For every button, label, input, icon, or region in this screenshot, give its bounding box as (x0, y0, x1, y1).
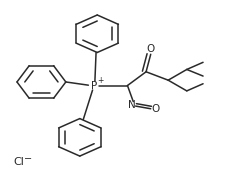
Text: −: − (24, 154, 32, 164)
Text: +: + (98, 76, 104, 85)
Text: O: O (151, 104, 160, 114)
Text: Cl: Cl (14, 157, 24, 167)
Text: N: N (128, 100, 136, 110)
Text: O: O (147, 44, 155, 54)
Text: P: P (91, 80, 97, 91)
